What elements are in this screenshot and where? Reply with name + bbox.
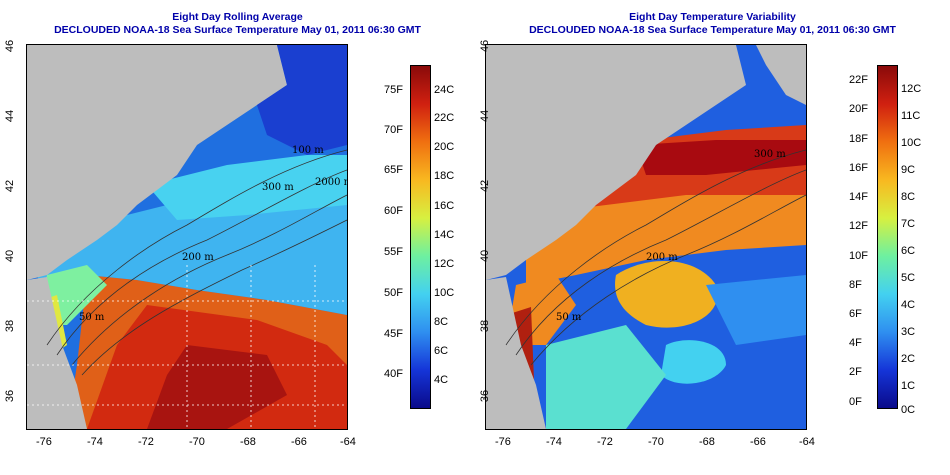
colorbar-label: 22F [849,74,868,86]
lon-label: -74 [546,436,562,448]
contour-label: 100 m [292,145,324,156]
colorbar-label: 5C [901,272,916,284]
colorbar-label: 20F [849,103,868,115]
colorbar-label: 55F [384,246,403,258]
lon-label: -72 [597,436,613,448]
lon-label: -68 [699,436,715,448]
colorbar-label: 6F [849,308,862,320]
panel-title: Eight Day Temperature Variability [629,11,796,23]
lon-label: -64 [340,436,356,448]
sst-average-map[interactable]: 100 m 200 m 300 m 2000 m 50 m [26,44,348,430]
contour-label: 200 m [646,252,678,263]
colorbar-label: 4F [849,337,862,349]
colorbar-label: 3C [901,326,916,338]
colorbar-label: 12C [901,83,922,95]
colorbar [877,65,898,409]
colorbar-label: 24C [434,84,455,96]
colorbar-label: 22C [434,112,455,124]
colorbar-label: 14C [434,229,455,241]
colorbar-label: 50F [384,287,403,299]
panel-title: Eight Day Rolling Average [172,11,303,23]
lon-label: -66 [750,436,766,448]
colorbar-label: 10F [849,250,868,262]
colorbar-label: 6C [901,245,916,257]
lat-label: 42 [479,179,491,193]
colorbar-label: 0C [901,404,916,416]
contour-label: 200 m [182,252,214,263]
colorbar-label: 70F [384,124,403,136]
colorbar-label: 20C [434,141,455,153]
colorbar-label: 16F [849,162,868,174]
sst-variability-map[interactable]: 200 m 300 m 50 m [485,44,807,430]
colorbar-label: 60F [384,205,403,217]
lat-label: 40 [479,249,491,263]
colorbar-label: 12F [849,220,868,232]
lat-label: 38 [4,319,16,333]
colorbar-label: 9C [901,164,916,176]
lat-label: 40 [4,249,16,263]
colorbar-label: 0F [849,396,862,408]
lat-label: 46 [4,39,16,53]
colorbar-label: 2F [849,366,862,378]
colorbar-label: 11C [901,110,921,122]
colorbar-label: 6C [434,345,449,357]
lat-label: 42 [4,179,16,193]
colorbar-label: 12C [434,258,455,270]
lon-label: -70 [189,436,205,448]
lat-label: 44 [479,109,491,123]
lat-label: 44 [4,109,16,123]
lat-label: 38 [479,319,491,333]
colorbar-label: 75F [384,84,403,96]
colorbar-label: 7C [901,218,916,230]
colorbar-label: 14F [849,191,868,203]
colorbar-label: 10C [434,287,455,299]
lon-label: -76 [36,436,52,448]
lon-label: -76 [495,436,511,448]
colorbar-label: 1C [901,380,916,392]
colorbar-label: 8C [434,316,449,328]
colorbar [410,65,431,409]
lon-label: -68 [240,436,256,448]
colorbar-label: 2C [901,353,916,365]
contour-label: 2000 m [315,177,347,188]
colorbar-label: 4C [434,374,449,386]
contour-label: 50 m [79,312,105,323]
contour-label: 300 m [754,149,786,160]
colorbar-label: 16C [434,200,455,212]
lon-label: -74 [87,436,103,448]
lon-label: -64 [799,436,815,448]
panel-subtitle: DECLOUDED NOAA-18 Sea Surface Temperatur… [529,24,896,36]
contour-label: 50 m [556,312,582,323]
lon-label: -66 [291,436,307,448]
contour-label: 300 m [262,182,294,193]
lon-label: -72 [138,436,154,448]
lat-label: 36 [479,389,491,403]
lat-label: 36 [4,389,16,403]
colorbar-label: 18C [434,170,455,182]
colorbar-label: 18F [849,133,868,145]
lat-label: 46 [479,39,491,53]
colorbar-label: 8F [849,279,862,291]
panel-subtitle: DECLOUDED NOAA-18 Sea Surface Temperatur… [54,24,421,36]
colorbar-label: 8C [901,191,916,203]
sst-variability-panel: Eight Day Temperature Variability DECLOU… [475,0,950,475]
colorbar-label: 40F [384,368,403,380]
colorbar-label: 65F [384,164,403,176]
colorbar-label: 4C [901,299,916,311]
sst-average-panel: Eight Day Rolling Average DECLOUDED NOAA… [4,11,455,448]
lon-label: -70 [648,436,664,448]
colorbar-label: 10C [901,137,922,149]
colorbar-label: 45F [384,328,403,340]
